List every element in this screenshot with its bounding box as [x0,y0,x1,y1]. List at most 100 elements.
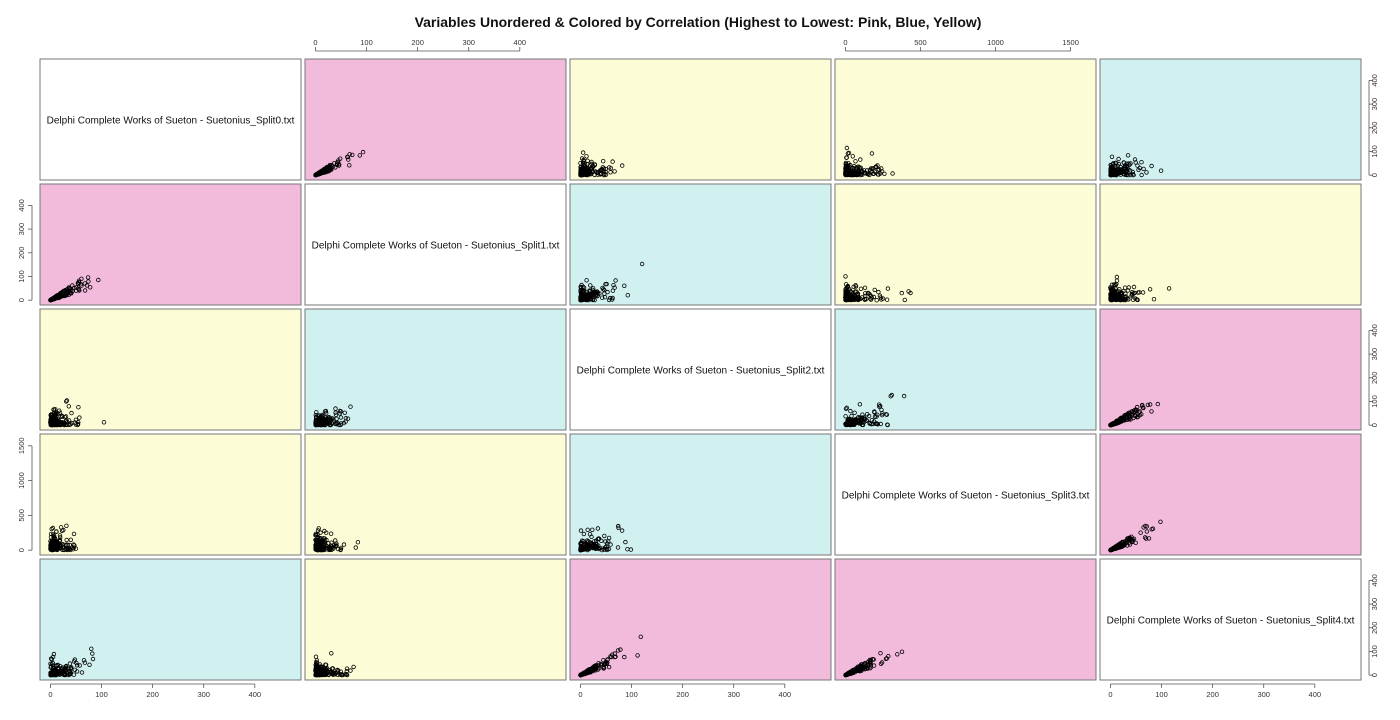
x-tick-label-0: 0 [48,690,52,699]
point-3-2 [585,527,590,532]
point-2-3 [888,394,893,399]
point-3-2 [596,536,601,541]
point-3-4 [1115,542,1121,548]
point-2-3 [867,420,873,426]
point-4-0 [77,663,82,668]
point-4-1 [323,662,329,667]
point-1-4 [1113,283,1118,288]
point-1-2 [612,285,617,290]
point-2-1 [328,418,333,423]
point-4-1 [314,672,320,678]
point-1-0 [56,295,62,300]
y-tick-label-0: 100 [1370,145,1379,158]
point-0-2 [610,159,615,164]
point-2-3 [878,421,883,427]
point-0-3 [869,151,875,156]
point-0-1 [314,172,320,177]
point-3-2 [596,543,601,548]
point-0-3 [882,171,887,176]
point-0-4 [1141,166,1146,172]
point-1-4 [1109,297,1114,302]
point-4-2 [618,647,623,652]
point-3-4 [1108,547,1113,553]
point-3-1 [318,544,323,549]
point-1-0 [85,275,91,280]
point-2-1 [319,414,324,420]
point-3-0 [71,545,77,550]
point-0-2 [585,168,590,173]
point-1-3 [854,289,859,294]
point-2-3 [875,412,880,417]
point-3-0 [71,531,77,537]
panel-1-1 [304,183,567,306]
point-1-2 [584,296,589,301]
point-0-3 [850,154,855,159]
point-3-2 [602,547,607,552]
point-2-0 [56,420,62,425]
y-tick-label-0: 200 [1370,122,1379,135]
point-3-2 [595,526,601,531]
point-3-0 [49,547,55,552]
point-3-2 [581,531,587,537]
point-1-0 [67,290,73,295]
y-tick-label-3: 1000 [17,472,26,489]
point-1-0 [87,285,93,290]
point-4-0 [69,665,74,670]
point-1-2 [600,285,605,291]
point-2-4 [1121,418,1127,423]
point-1-2 [611,283,616,288]
point-0-2 [598,168,604,173]
point-4-0 [51,651,57,657]
point-4-0 [90,651,95,656]
point-4-2 [584,669,589,674]
point-4-1 [331,670,336,676]
point-3-4 [1127,542,1133,547]
point-0-4 [1110,164,1115,169]
point-0-2 [598,171,604,176]
point-1-0 [76,287,82,292]
panel-3-0 [39,433,302,556]
point-0-4 [1144,170,1149,175]
point-1-4 [1131,284,1137,290]
point-2-4 [1113,421,1118,426]
point-2-4 [1137,413,1142,418]
point-4-3 [853,668,859,673]
point-4-0 [68,665,73,671]
x-tick-label-2: 400 [779,690,792,699]
point-2-1 [320,422,325,428]
point-0-3 [871,171,877,176]
point-4-2 [622,654,627,660]
point-4-0 [48,664,54,669]
point-2-1 [345,416,351,421]
x-tick-label-3: 500 [914,38,927,47]
point-3-2 [602,533,607,539]
point-4-2 [606,664,612,670]
point-1-2 [593,293,598,298]
point-2-3 [844,405,849,410]
point-0-4 [1125,153,1131,158]
point-2-0 [69,410,74,416]
point-3-0 [58,525,64,530]
point-0-4 [1158,168,1164,173]
x-tick-label-3: 1500 [1062,38,1079,47]
point-2-3 [884,412,889,417]
point-1-3 [869,295,874,300]
point-3-0 [54,529,59,534]
point-4-0 [82,660,88,665]
point-1-4 [1115,296,1120,302]
point-1-4 [1130,290,1135,295]
y-tick-label-2: 0 [1370,423,1379,427]
point-1-2 [579,282,584,288]
y-tick-label-3: 1500 [17,437,26,454]
point-2-4 [1134,408,1139,413]
point-0-4 [1139,172,1144,178]
point-0-4 [1126,172,1131,178]
point-0-3 [858,157,863,162]
point-1-2 [578,297,583,302]
point-3-1 [313,542,318,548]
panel-1-3 [834,183,1097,306]
point-1-3 [844,295,849,301]
point-0-4 [1116,170,1122,175]
x-tick-label-4: 400 [1309,690,1322,699]
